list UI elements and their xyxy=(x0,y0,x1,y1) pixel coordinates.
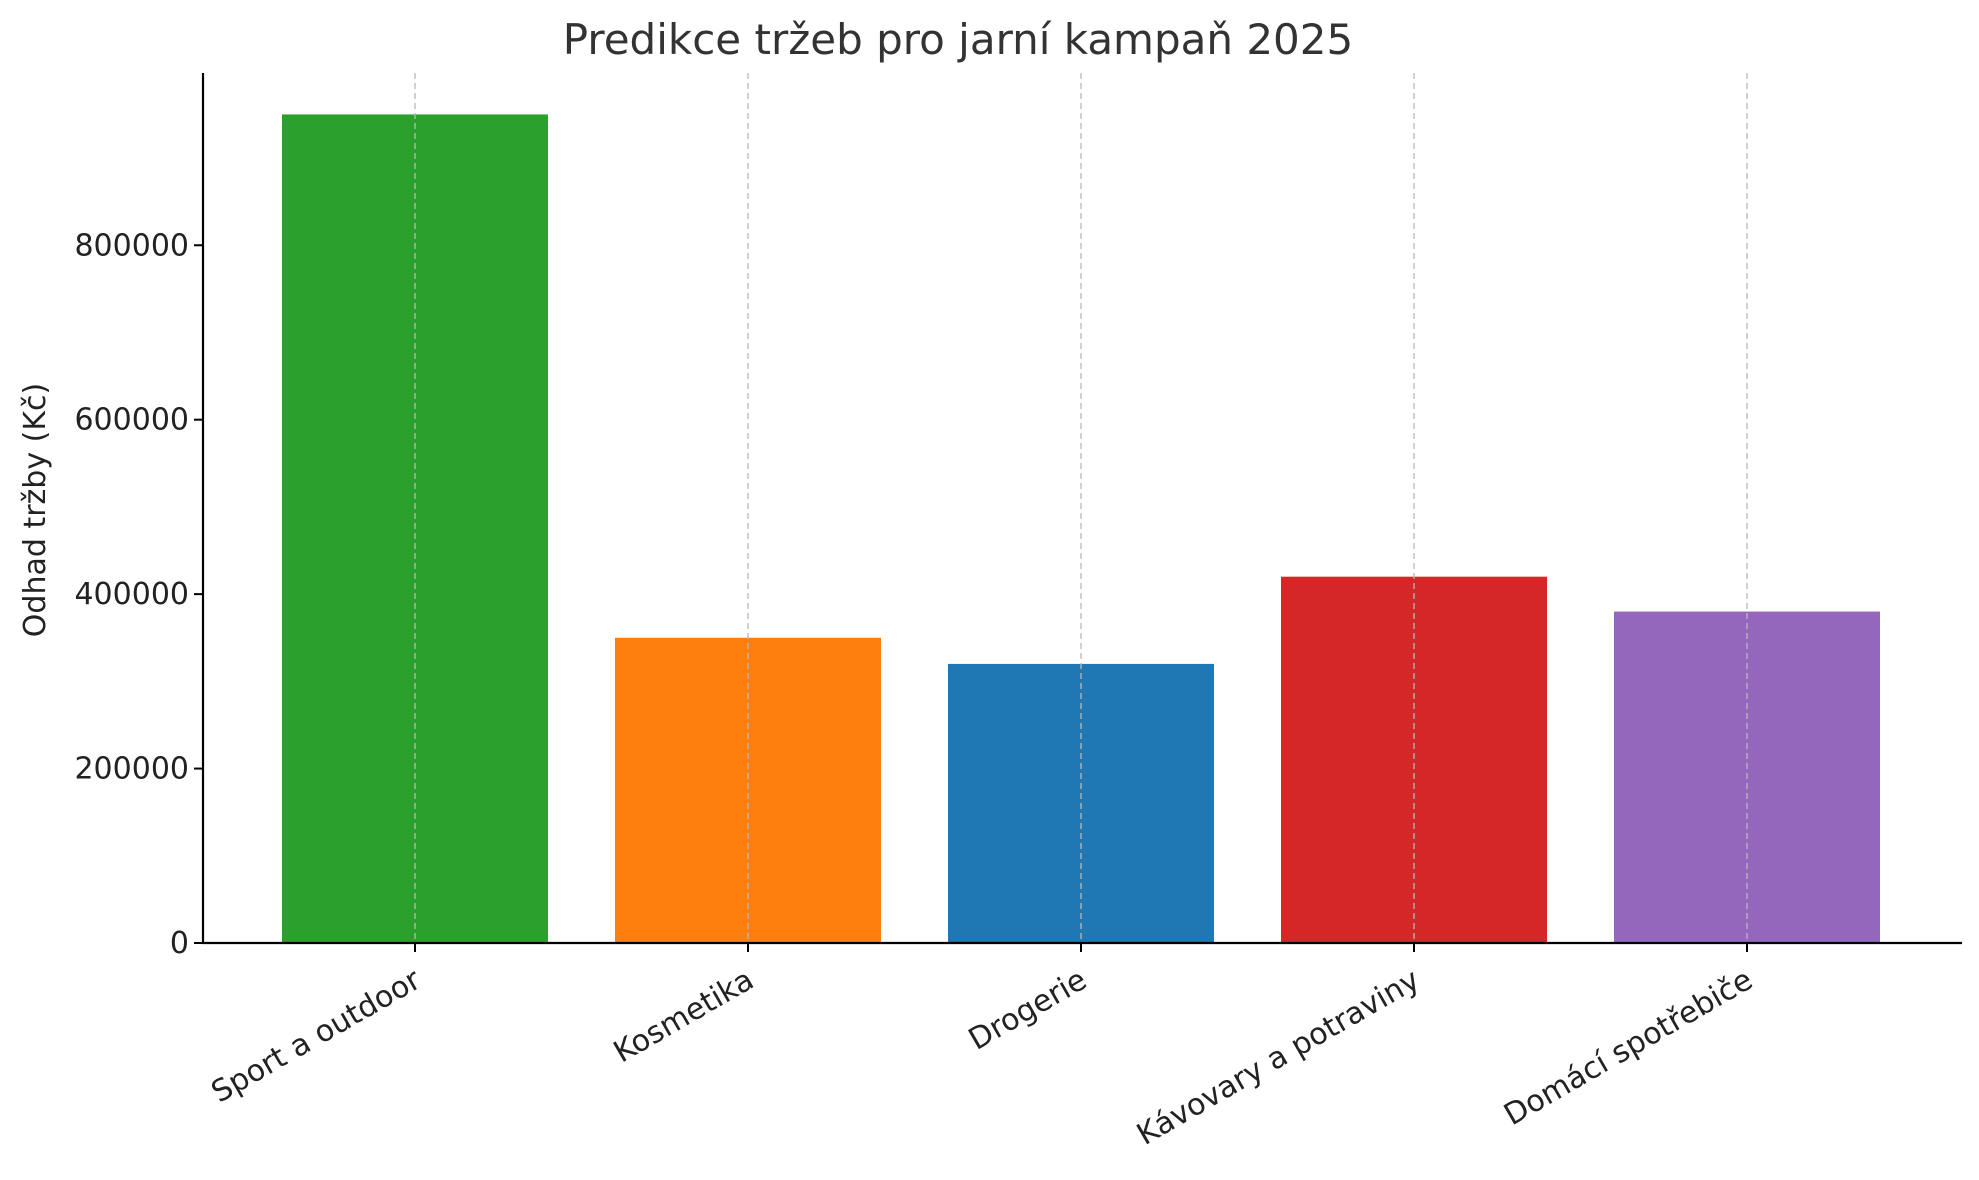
x-tick-label: Domácí spotřebiče xyxy=(1498,962,1759,1133)
chart-title: Predikce tržeb pro jarní kampaň 2025 xyxy=(563,15,1353,64)
y-tick-label: 0 xyxy=(170,926,189,961)
x-tick-label: Kávovary a potraviny xyxy=(1131,962,1426,1152)
y-axis-label: Odhad tržby (Kč) xyxy=(18,383,53,637)
x-tick-label: Drogerie xyxy=(963,962,1093,1057)
grid-lines xyxy=(414,73,1748,943)
y-tick-label: 400000 xyxy=(74,577,189,612)
y-tick-label: 800000 xyxy=(74,228,189,263)
x-tick-label: Kosmetika xyxy=(608,962,760,1070)
x-tick-label: Sport a outdoor xyxy=(206,962,428,1110)
y-tick-label: 600000 xyxy=(74,403,189,438)
y-tick-label: 200000 xyxy=(74,752,189,787)
